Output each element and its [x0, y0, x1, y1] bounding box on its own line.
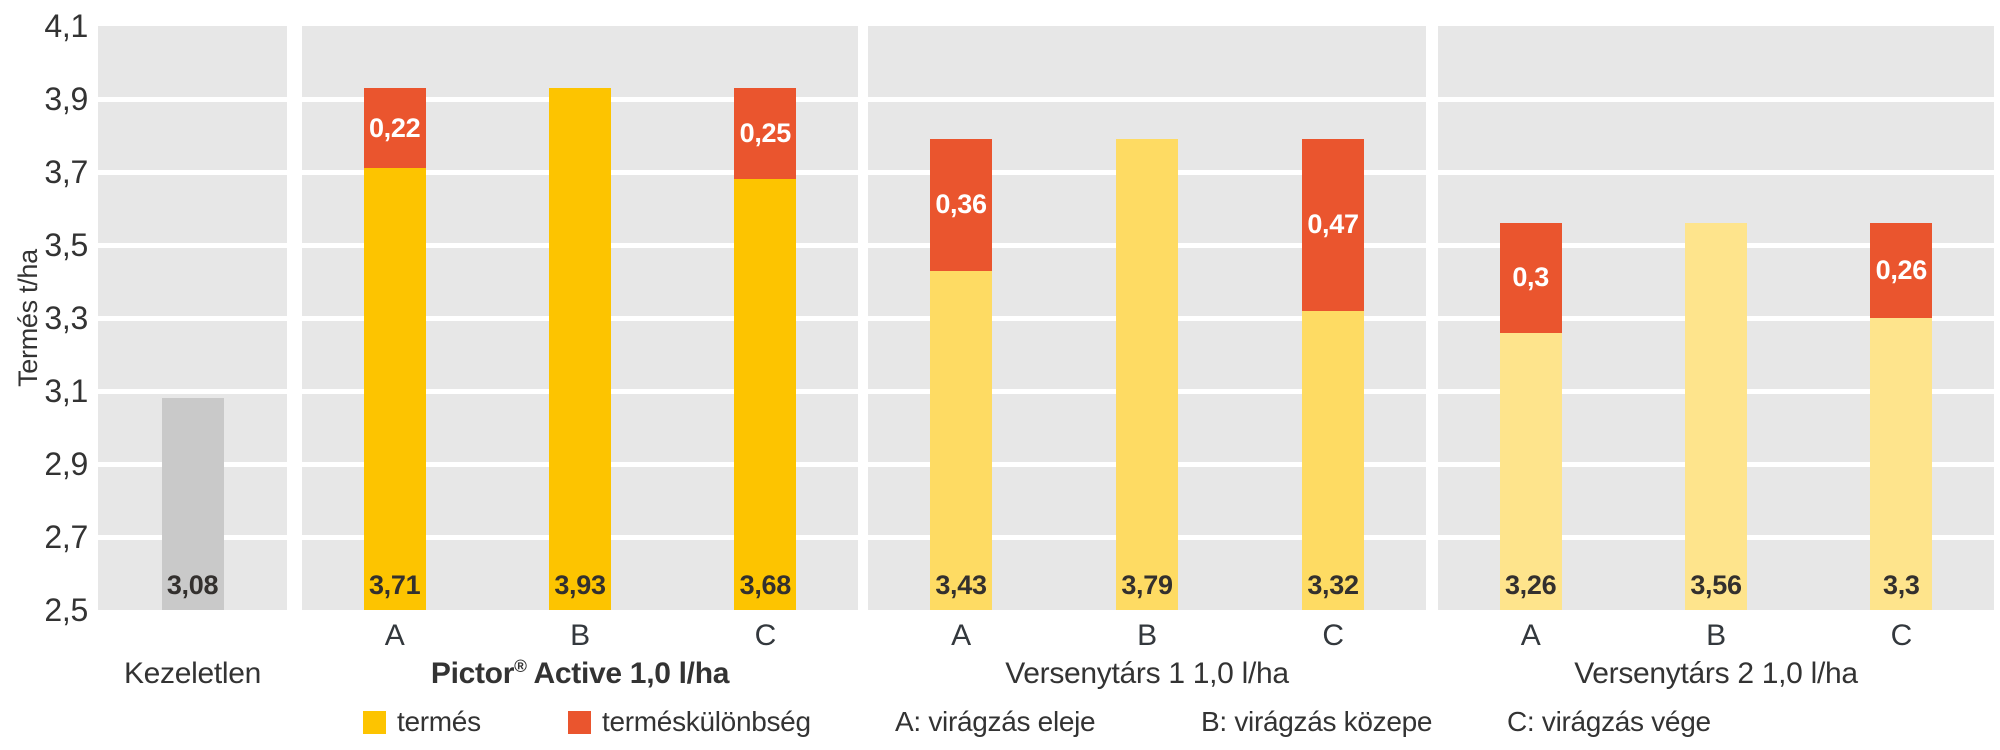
- bar-yield-segment: [1870, 318, 1933, 610]
- bar-value-label: 3,93: [554, 570, 606, 600]
- bar-yield-segment: [1499, 332, 1562, 610]
- bar-yield-segment: [930, 270, 992, 610]
- bar-letter-label: C: [1890, 619, 1913, 652]
- legend-swatch-icon: [568, 710, 591, 734]
- bar-value-label: 3,56: [1690, 570, 1742, 600]
- group-label: Pictor® Active 1,0 l/ha: [430, 656, 730, 690]
- legend-label: C: virágzás vége: [1507, 706, 1711, 737]
- y-tick-label: 3,5: [44, 227, 88, 263]
- bar-yield-segment: [549, 88, 611, 610]
- y-tick-label: 2,9: [44, 446, 88, 482]
- bar-difference-segment: 0,36: [930, 139, 992, 271]
- y-tick-label: 3,3: [44, 300, 88, 336]
- bar-value-label: 3,08: [166, 570, 219, 600]
- bar-value-label: 3,32: [1307, 570, 1359, 600]
- group-label: Versenytárs 1 1,0 l/ha: [1005, 657, 1289, 690]
- legend-item: A: virágzás eleje: [895, 706, 1096, 738]
- gridline: [98, 316, 287, 321]
- bar-value-label: 3,79: [1121, 570, 1173, 600]
- y-tick-label: 3,9: [44, 81, 88, 117]
- legend-item: terméskülönbség: [568, 706, 811, 738]
- bar-difference-segment: 0,25: [734, 88, 797, 180]
- bar-letter-label: A: [951, 619, 971, 652]
- legend-label: B: virágzás közepe: [1201, 706, 1433, 737]
- bar-letter-label: A: [1520, 619, 1541, 652]
- legend-label: terméskülönbség: [602, 706, 811, 737]
- gridline: [1438, 97, 1994, 102]
- bar-yield-segment: [1302, 310, 1364, 610]
- y-tick-label: 3,7: [44, 154, 88, 190]
- bar-value-label: 3,26: [1504, 570, 1557, 600]
- legend-label: A: virágzás eleje: [895, 706, 1096, 737]
- gridline: [868, 97, 1426, 102]
- bar-value-label: 3,68: [739, 570, 792, 600]
- group-label: Kezeletlen: [123, 657, 262, 690]
- y-tick-label: 3,1: [44, 373, 88, 409]
- gridline: [98, 97, 287, 102]
- legend-swatch-icon: [363, 710, 386, 734]
- gridline: [1438, 170, 1994, 175]
- bar-yield-segment: [1116, 139, 1178, 610]
- bar-difference-segment: 0,47: [1302, 139, 1364, 311]
- bar-letter-label: C: [754, 619, 777, 652]
- bar-difference-label: 0,47: [1307, 209, 1359, 240]
- gridline: [98, 243, 287, 248]
- bar-difference-label: 0,25: [739, 118, 792, 149]
- bar-letter-label: B: [1706, 619, 1726, 652]
- bar-difference-segment: 0,26: [1870, 223, 1933, 318]
- bar-difference-label: 0,26: [1875, 255, 1928, 286]
- bar-value-label: 3,43: [935, 570, 987, 600]
- bar-yield-segment: [734, 179, 797, 610]
- bar-difference-segment: 0,3: [1499, 223, 1562, 333]
- bar-letter-label: B: [570, 619, 590, 652]
- bar-difference-label: 0,36: [935, 189, 987, 220]
- bar-difference-segment: 0,22: [363, 88, 426, 169]
- bar-yield-segment: [1685, 223, 1747, 610]
- bar-yield-segment: [363, 168, 426, 610]
- bar-letter-label: C: [1322, 619, 1344, 652]
- group-label: Versenytárs 2 1,0 l/ha: [1574, 657, 1858, 690]
- registered-trademark-symbol: ®: [514, 656, 527, 676]
- y-tick-label: 2,5: [44, 592, 88, 628]
- bar-value-label: 3,71: [368, 570, 421, 600]
- gridline: [98, 389, 287, 394]
- bar-difference-label: 0,22: [368, 112, 421, 143]
- bar-letter-label: B: [1137, 619, 1157, 652]
- gridline: [98, 170, 287, 175]
- bar-letter-label: A: [384, 619, 405, 652]
- y-tick-label: 2,7: [44, 519, 88, 555]
- bar-yield-segment: [161, 398, 224, 610]
- legend-item: B: virágzás közepe: [1201, 706, 1432, 738]
- legend-item: termés: [363, 706, 481, 738]
- legend-label: termés: [397, 706, 481, 737]
- legend-item: C: virágzás vége: [1507, 706, 1711, 738]
- bar-value-label: 3,3: [1883, 570, 1920, 600]
- y-tick-label: 4,1: [44, 8, 88, 44]
- bar-difference-label: 0,3: [1512, 262, 1549, 293]
